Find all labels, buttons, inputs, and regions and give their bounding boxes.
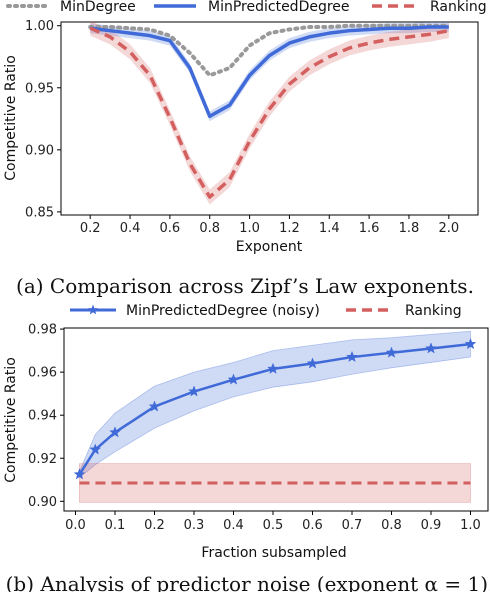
data-point-star (148, 400, 161, 412)
x-tick-label: 0.1 (105, 518, 126, 533)
series-line-mindegree (88, 23, 451, 78)
y-tick-label: 0.92 (28, 452, 57, 467)
chart-b-markers (73, 337, 477, 480)
x-tick-label: 2.0 (438, 221, 459, 236)
chart-a-lines (88, 23, 451, 199)
chart-a-y-axis-label: Competitive Ratio (3, 55, 19, 181)
data-point-star (464, 337, 477, 350)
data-point-star (385, 346, 398, 358)
chart-b-x-ticks: 0.0 0.1 0.2 0.3 0.4 0.5 0.6 0.7 0.8 0.9 1.0 (65, 511, 481, 533)
x-tick-label: 0.8 (381, 518, 402, 533)
chart-a: MinDegree MinPredictedDegree Ranking 0.2… (3, 0, 487, 298)
series-line-ranking (89, 26, 450, 199)
x-tick-label: 0.9 (421, 518, 442, 533)
legend-label-minpredicteddegree: MinPredictedDegree (208, 0, 350, 15)
y-tick-label: 0.85 (25, 205, 54, 220)
y-tick-label: 1.00 (25, 19, 54, 34)
y-tick-label: 0.98 (28, 323, 57, 338)
x-tick-label: 0.2 (144, 518, 165, 533)
x-tick-label: 0.8 (199, 221, 220, 236)
x-tick-label: 0.6 (160, 221, 181, 236)
legend-label-ranking: Ranking (430, 0, 487, 15)
legend-label-minpredicteddegree-noisy: MinPredictedDegree (noisy) (126, 303, 320, 319)
y-tick-label: 0.95 (25, 81, 54, 96)
x-tick-label: 1.4 (319, 221, 340, 236)
data-point-star (425, 342, 437, 354)
x-tick-label: 0.6 (302, 518, 323, 533)
band-minpredicteddegree-noisy (79, 330, 471, 479)
series-line-minpredicteddegree (89, 25, 449, 119)
chart-a-caption: (a) Comparison across Zipf’s Law exponen… (16, 274, 474, 298)
chart-b-legend: MinPredictedDegree (noisy) Ranking (70, 303, 462, 319)
chart-a-legend: MinDegree MinPredictedDegree Ranking (6, 0, 487, 15)
x-tick-label: 1.8 (399, 221, 420, 236)
chart-a-bands (90, 20, 449, 205)
legend-label-mindegree: MinDegree (60, 0, 136, 15)
chart-b-y-ticks: 0.90 0.92 0.94 0.96 0.98 (28, 323, 64, 510)
chart-b-lines (78, 342, 471, 485)
chart-a-frame (60, 21, 479, 216)
band-ranking (90, 20, 449, 205)
data-point-star (73, 468, 86, 480)
x-tick-label: 0.2 (80, 221, 101, 236)
data-point-star (89, 443, 102, 455)
y-tick-label: 0.90 (28, 495, 57, 510)
x-tick-label: 0.4 (223, 518, 244, 533)
data-point-star (346, 350, 358, 363)
x-tick-label: 0.5 (263, 518, 284, 533)
chart-a-x-ticks: 0.2 0.4 0.6 0.8 1.0 1.2 1.4 1.6 1.8 2.0 (80, 215, 459, 236)
legend-star-marker (87, 304, 99, 315)
x-tick-label: 0.7 (342, 518, 363, 533)
chart-b-caption: (b) Analysis of predictor noise (exponen… (6, 572, 490, 592)
chart-a-y-ticks: 0.85 0.90 0.95 1.00 (25, 19, 61, 220)
x-tick-label: 1.0 (460, 518, 481, 533)
x-tick-label: 0.4 (120, 221, 141, 236)
data-point-star (267, 362, 279, 374)
data-point-star (109, 426, 121, 438)
series-line-minpredicteddegree-noisy (78, 342, 471, 476)
x-tick-label: 0.0 (65, 518, 86, 533)
x-tick-label: 1.6 (359, 221, 380, 236)
data-point-star (227, 373, 240, 385)
y-tick-label: 0.90 (25, 143, 54, 158)
y-tick-label: 0.96 (28, 366, 57, 381)
x-tick-label: 1.0 (239, 221, 260, 236)
chart-b-y-axis-label: Competitive Ratio (3, 357, 19, 483)
y-tick-label: 0.94 (28, 409, 57, 424)
chart-b-x-axis-label: Fraction subsampled (201, 545, 346, 561)
chart-a-x-axis-label: Exponent (236, 239, 303, 255)
x-tick-label: 1.2 (279, 221, 300, 236)
chart-b: MinPredictedDegree (noisy) Ranking 0.0 0.… (3, 303, 490, 592)
chart-b-frame (63, 327, 489, 512)
data-point-star (188, 385, 200, 397)
legend-label-ranking-b: Ranking (405, 303, 462, 319)
x-tick-label: 0.3 (184, 518, 205, 533)
data-point-star (306, 357, 319, 369)
